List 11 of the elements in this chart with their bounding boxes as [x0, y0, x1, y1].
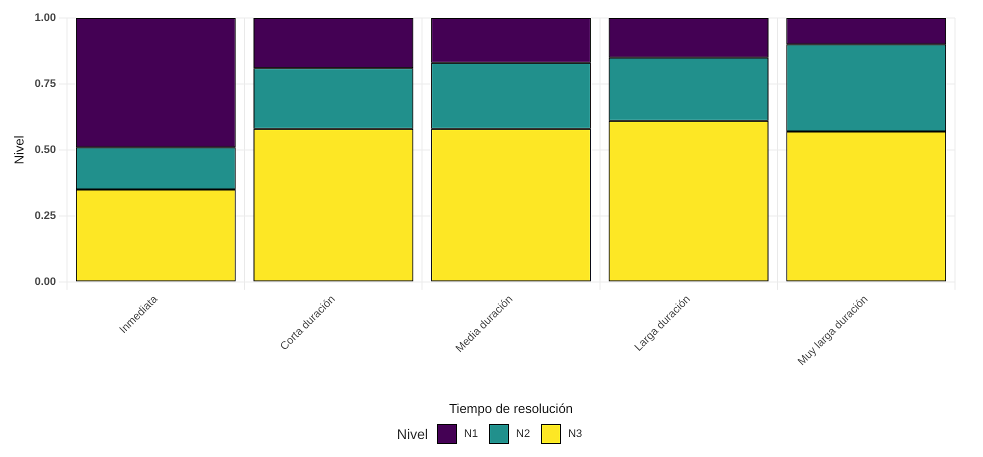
legend-label: N3	[568, 428, 582, 440]
y-tick-label: 0.25	[34, 210, 56, 222]
y-axis-title: Nivel	[11, 135, 26, 164]
y-tick-label: 0.00	[34, 276, 56, 288]
legend-label: N2	[516, 428, 530, 440]
x-axis-title: Tiempo de resolución	[449, 400, 573, 416]
y-tick-label: 1.00	[34, 12, 56, 24]
legend-label: N1	[464, 428, 478, 440]
legend-title: Nivel	[396, 426, 428, 442]
y-tick-label: 0.50	[34, 144, 56, 156]
y-tick-label: 0.75	[34, 78, 56, 90]
